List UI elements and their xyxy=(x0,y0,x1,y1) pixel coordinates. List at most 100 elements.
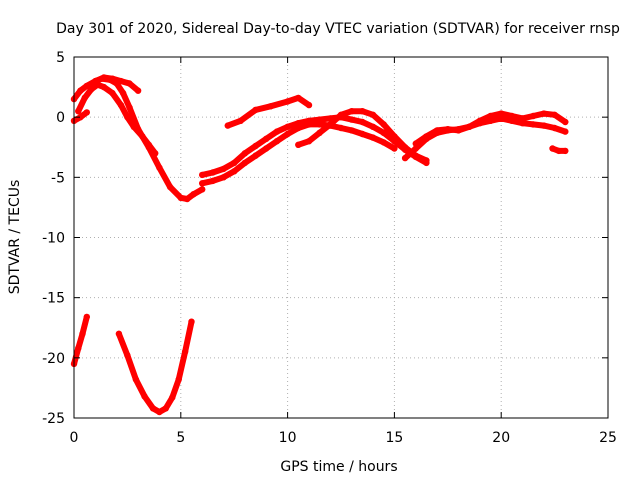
data-point xyxy=(401,144,409,151)
data-point xyxy=(152,150,159,157)
grid xyxy=(74,57,608,418)
data-point xyxy=(252,106,259,114)
data-point xyxy=(498,110,505,117)
data-point xyxy=(209,177,216,185)
data-point xyxy=(83,109,91,116)
chart-title: Day 301 of 2020, Sidereal Day-to-day VTE… xyxy=(56,21,620,37)
series-line xyxy=(199,121,398,187)
data-point xyxy=(380,129,387,136)
data-point xyxy=(359,118,366,126)
data-point xyxy=(162,405,169,412)
y-axis-label: SDTVAR / TECUs xyxy=(7,180,23,295)
data-point xyxy=(141,393,148,400)
data-point xyxy=(124,352,131,359)
data-point xyxy=(359,130,366,138)
data-point xyxy=(169,394,176,401)
series-line xyxy=(71,75,206,202)
data-point xyxy=(305,121,313,128)
y-tick-label: 0 xyxy=(56,110,65,126)
data-point xyxy=(139,133,146,140)
data-point xyxy=(156,164,163,171)
data-point xyxy=(391,145,398,152)
series-line xyxy=(75,81,159,157)
data-point xyxy=(79,330,86,337)
data-point xyxy=(199,171,206,179)
data-point xyxy=(92,77,99,85)
x-tick-label: 10 xyxy=(279,430,297,446)
data-point xyxy=(220,174,227,181)
data-point xyxy=(551,124,558,132)
data-point xyxy=(181,348,189,355)
data-point xyxy=(237,117,244,125)
data-point xyxy=(263,135,270,142)
data-point xyxy=(252,152,259,159)
data-point xyxy=(188,318,195,325)
data-point xyxy=(380,121,387,128)
series-arc-7 xyxy=(224,94,313,129)
data-point xyxy=(487,112,494,120)
series-arc-11 xyxy=(549,145,569,155)
data-point xyxy=(412,145,419,152)
data-point xyxy=(117,101,125,109)
data-point xyxy=(175,376,182,383)
data-point xyxy=(224,122,231,129)
x-tick-label: 0 xyxy=(70,430,79,446)
data-point xyxy=(401,154,409,162)
data-point xyxy=(412,140,419,147)
data-point xyxy=(209,169,216,176)
data-point xyxy=(267,103,274,110)
y-tick-label: -20 xyxy=(42,351,65,367)
data-point xyxy=(519,115,526,122)
data-point xyxy=(190,191,197,198)
data-point xyxy=(100,83,108,91)
data-point xyxy=(359,108,366,115)
y-tick-label: 5 xyxy=(56,50,65,66)
data-point xyxy=(117,77,125,85)
data-point xyxy=(369,134,377,141)
data-point xyxy=(119,89,127,97)
y-tick-label: -10 xyxy=(42,231,65,247)
data-point xyxy=(476,117,483,125)
data-point xyxy=(327,121,334,128)
y-tick-label: -25 xyxy=(42,411,65,427)
y-tick-label: -15 xyxy=(42,291,65,307)
data-point xyxy=(348,127,355,134)
data-point xyxy=(263,145,270,152)
data-point xyxy=(305,101,313,109)
data-point xyxy=(562,118,569,126)
series-line xyxy=(199,114,430,178)
data-point xyxy=(126,80,133,87)
y-tick-label: -5 xyxy=(51,170,65,186)
x-tick-label: 20 xyxy=(492,430,510,446)
data-point xyxy=(508,112,516,120)
data-point xyxy=(348,108,355,115)
data-point xyxy=(273,128,281,135)
x-tick-label: 25 xyxy=(599,430,617,446)
x-axis-label: GPS time / hours xyxy=(280,459,397,475)
data-point xyxy=(562,128,569,135)
data-point xyxy=(316,129,323,136)
data-point xyxy=(284,130,291,138)
data-point xyxy=(220,165,227,173)
data-point xyxy=(562,147,569,155)
data-point xyxy=(316,121,323,128)
data-point xyxy=(75,108,82,115)
data-point xyxy=(149,405,157,412)
data-point xyxy=(530,112,537,120)
data-point xyxy=(273,138,281,145)
data-point xyxy=(295,141,302,148)
x-tick-label: 15 xyxy=(385,430,403,446)
data-point xyxy=(412,152,419,159)
data-point xyxy=(77,114,84,121)
data-point xyxy=(369,123,377,130)
data-point xyxy=(444,126,451,133)
data-point xyxy=(145,141,152,148)
series-arc-10 xyxy=(412,110,569,147)
series-arc-6 xyxy=(199,121,398,187)
data-point xyxy=(555,147,563,155)
data-point xyxy=(81,94,88,102)
data-point xyxy=(109,75,116,82)
series-line xyxy=(115,318,195,415)
data-point xyxy=(77,87,84,94)
x-tick-label: 5 xyxy=(176,430,185,446)
